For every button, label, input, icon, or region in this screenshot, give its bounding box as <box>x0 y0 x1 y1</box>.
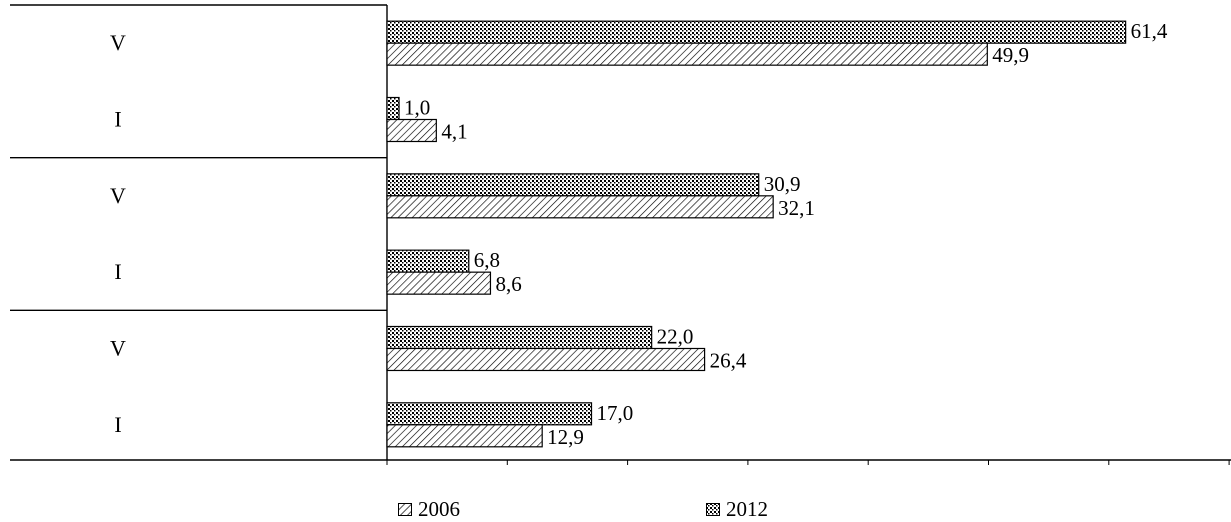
category-label: I <box>114 259 121 284</box>
bars <box>386 20 1127 448</box>
data-label-2012: 30,9 <box>764 172 801 196</box>
category-label: I <box>114 412 121 437</box>
category-label: V <box>110 30 126 55</box>
data-label-2012: 6,8 <box>474 248 500 272</box>
legend-item-2006: 2006 <box>398 496 460 522</box>
bar-2012 <box>386 402 593 426</box>
category-labels: V I V I V I <box>110 30 126 437</box>
data-label-2006: 26,4 <box>710 348 747 372</box>
bar-2012 <box>386 173 760 197</box>
data-label-2006: 4,1 <box>441 119 467 143</box>
data-label-2006: 8,6 <box>495 272 521 296</box>
legend-swatch-hatch <box>398 502 412 516</box>
bar-2012 <box>386 325 653 350</box>
category-label: I <box>114 106 121 131</box>
bar-2006 <box>386 271 492 295</box>
data-labels: 61,4 49,9 1,0 4,1 30,932,1 6,88,6 22,0 26,4 17,0… <box>404 19 1168 449</box>
bar-2012 <box>386 249 470 273</box>
data-label-2006: 49,9 <box>992 43 1029 67</box>
data-label-2012: 1,0 <box>404 95 430 119</box>
legend-item-2012: 2012 <box>706 496 768 522</box>
axes <box>10 4 1231 465</box>
bar-2006 <box>386 42 988 66</box>
bar-2006 <box>386 424 543 448</box>
bar-2006 <box>386 118 437 143</box>
data-label-2012: 61,4 <box>1131 19 1168 43</box>
bar-2006 <box>386 195 774 219</box>
category-label: V <box>110 335 126 360</box>
data-label-2012: 22,0 <box>657 324 694 348</box>
category-label: V <box>110 183 126 208</box>
bar-2012 <box>386 20 1127 44</box>
bar-2006 <box>386 347 706 372</box>
data-label-2012: 17,0 <box>597 401 634 425</box>
data-label-2006: 12,9 <box>547 425 584 449</box>
legend-swatch-dots <box>706 502 720 516</box>
legend-label-2006: 2006 <box>418 496 460 521</box>
data-label-2006: 32,1 <box>778 196 815 220</box>
legend-label-2012: 2012 <box>726 496 768 521</box>
bar-2012 <box>386 96 400 121</box>
